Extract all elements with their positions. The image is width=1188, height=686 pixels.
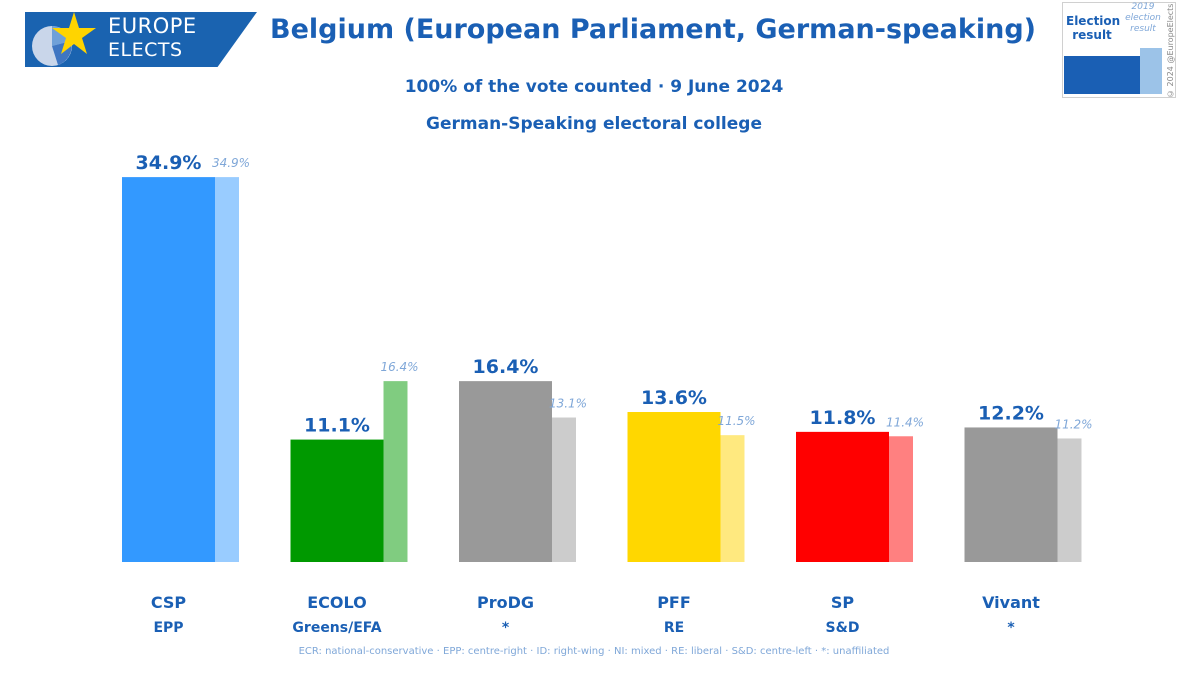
value-label-current: 12.2% (978, 402, 1044, 424)
bar-previous-sp (889, 436, 913, 562)
value-label-previous: 11.4% (886, 415, 924, 429)
value-label-current: 16.4% (473, 356, 539, 378)
value-label-previous: 34.9% (212, 156, 250, 170)
legend-current-label: Election result (1066, 14, 1121, 43)
category-label: PFF (657, 593, 691, 612)
group-label: S&D (826, 620, 860, 636)
bar-current-vivant (964, 427, 1058, 562)
value-label-previous: 16.4% (380, 360, 418, 374)
bar-previous-prodg (552, 417, 576, 562)
value-label-current: 13.6% (641, 387, 707, 409)
category-label: CSP (151, 593, 187, 612)
group-label: * (1007, 620, 1015, 636)
category-label: ProDG (477, 593, 534, 612)
value-label-current: 11.1% (304, 415, 370, 437)
bar-previous-vivant (1057, 438, 1082, 562)
bar-previous-pff (720, 435, 745, 562)
group-label: Greens/EFA (292, 620, 381, 636)
group-label: * (502, 620, 510, 636)
value-label-previous: 11.5% (717, 414, 755, 428)
bar-current-sp (796, 431, 889, 562)
bar-current-ecolo (290, 439, 384, 562)
value-label-previous: 13.1% (549, 397, 587, 411)
logo-line2: ELECTS (108, 39, 183, 61)
bar-current-csp (122, 177, 215, 563)
bar-previous-ecolo (383, 381, 408, 562)
group-label: RE (664, 620, 684, 636)
legend-current-swatch (1064, 56, 1140, 94)
category-label: Vivant (982, 593, 1040, 612)
logo-line1: EUROPE (108, 14, 197, 38)
bar-current-prodg (459, 381, 552, 562)
bar-previous-csp (215, 177, 239, 563)
chart-title: Belgium (European Parliament, German-spe… (270, 14, 1036, 45)
logo-emblem-icon (32, 12, 96, 66)
value-label-previous: 11.2% (1054, 417, 1092, 431)
chart-subtitle-college: German-Speaking electoral college (426, 114, 762, 134)
legend-previous-label: 2019 election result (1125, 2, 1161, 34)
bar-current-pff (627, 412, 721, 562)
chart-subtitle: 100% of the vote counted · 9 June 2024 (404, 77, 784, 97)
value-label-current: 34.9% (136, 152, 202, 174)
category-label: ECOLO (307, 593, 367, 612)
category-label: SP (831, 593, 855, 612)
group-label: EPP (153, 620, 183, 636)
legend-previous-swatch (1140, 48, 1162, 94)
footnote: ECR: national-conservative · EPP: centre… (298, 646, 890, 657)
value-label-current: 11.8% (810, 407, 876, 429)
